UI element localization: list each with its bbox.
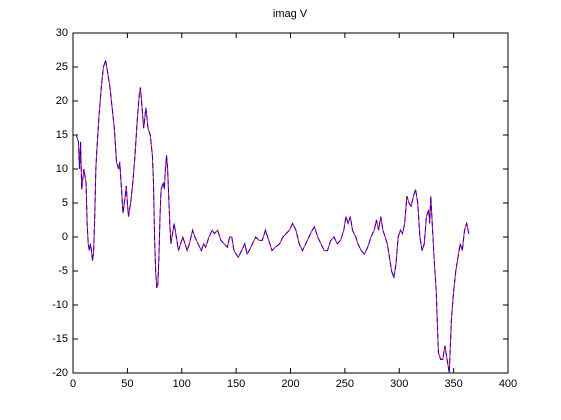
x-tick-label: 200 (281, 378, 299, 390)
x-tick-label: 100 (173, 378, 191, 390)
x-tick-label: 400 (499, 378, 517, 390)
chart-title: imag V (273, 8, 308, 20)
line-series (74, 60, 470, 374)
y-tick-label: 25 (56, 61, 68, 73)
y-tick-label: 20 (56, 95, 68, 107)
x-tick-label: 350 (444, 378, 462, 390)
x-tick-label: 250 (336, 378, 354, 390)
y-tick-label: 0 (62, 231, 68, 243)
x-tick-label: 150 (227, 378, 245, 390)
y-tick-label: -20 (52, 367, 68, 379)
y-tick-label: -15 (52, 333, 68, 345)
y-tick-label: -10 (52, 299, 68, 311)
plot-frame (72, 32, 509, 374)
y-tick-label: 10 (56, 163, 68, 175)
x-tick-label: 0 (70, 378, 76, 390)
y-tick-label: -5 (58, 265, 68, 277)
x-tick-label: 50 (121, 378, 133, 390)
x-tick-label: 300 (390, 378, 408, 390)
y-tick-label: 5 (62, 197, 68, 209)
y-tick-label: 30 (56, 27, 68, 39)
y-tick-label: 15 (56, 129, 68, 141)
